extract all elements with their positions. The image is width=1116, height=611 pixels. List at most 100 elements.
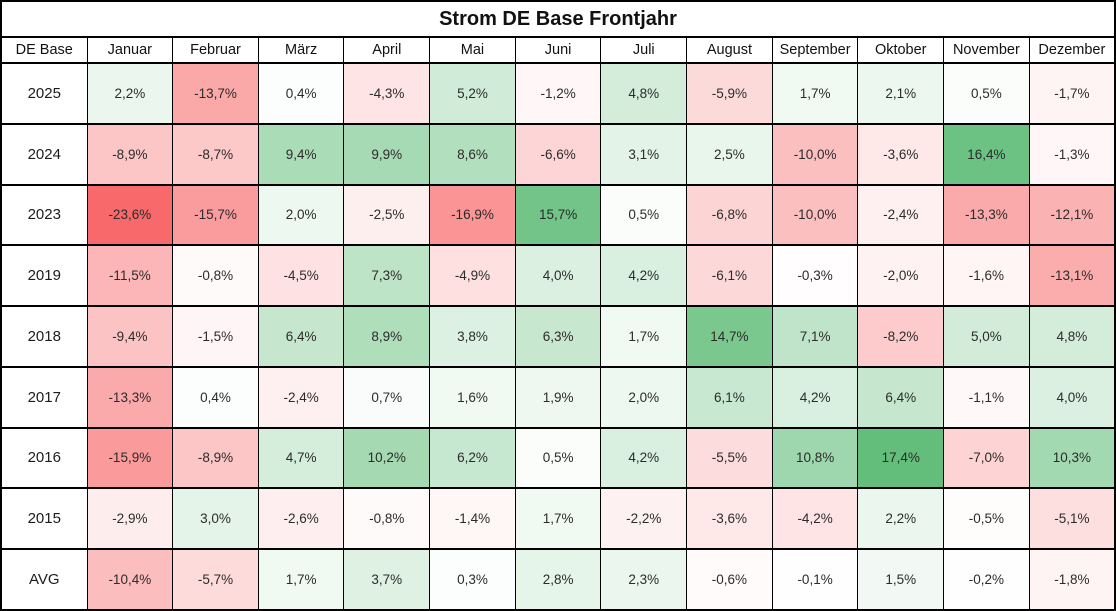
cell-avg-november: -0,2% [943, 548, 1030, 611]
cell-avg-marz: 1,7% [257, 548, 345, 611]
column-header-november: November [943, 36, 1030, 64]
cell-2015-dezember: -5,1% [1028, 487, 1116, 551]
cell-2024-mai: 8,6% [429, 122, 516, 186]
cell-2015-august: -3,6% [686, 487, 773, 551]
cell-2016-april: 10,2% [343, 426, 431, 490]
cell-2025-februar: -13,7% [172, 62, 259, 125]
heatmap-body: 2025 2,2% -13,7% 0,4% -4,3% 5,2% -1,2% 4,8% -5,9… [0, 62, 1116, 611]
cell-2024-dezember: -1,3% [1028, 122, 1116, 186]
cell-2015-mai: -1,4% [429, 487, 516, 551]
cell-2019-mai: -4,9% [429, 244, 516, 308]
cell-2024-april: 9,9% [343, 122, 431, 186]
row-label-2025: 2025 [0, 62, 88, 125]
heatmap-row-2017: 2017 -13,3% 0,4% -2,4% 0,7% 1,6% 1,9% 2,0% 6,1% 4… [0, 365, 1116, 429]
column-header-august: August [686, 36, 773, 64]
cell-2018-april: 8,9% [343, 305, 431, 368]
heatmap-row-2016: 2016 -15,9% -8,9% 4,7% 10,2% 6,2% 0,5% 4,2% -5,5… [0, 426, 1116, 490]
cell-2025-november: 0,5% [943, 62, 1030, 125]
cell-2017-oktober: 6,4% [857, 365, 945, 429]
cell-2018-juni: 6,3% [514, 305, 602, 368]
cell-2024-februar: -8,7% [172, 122, 259, 186]
cell-2015-september: -4,2% [771, 487, 859, 551]
cell-2019-april: 7,3% [343, 244, 431, 308]
cell-2015-juni: 1,7% [514, 487, 602, 551]
cell-2025-juni: -1,2% [514, 62, 602, 125]
cell-2019-februar: -0,8% [172, 244, 259, 308]
cell-2015-april: -0,8% [343, 487, 431, 551]
cell-2016-mai: 6,2% [429, 426, 516, 490]
cell-avg-april: 3,7% [343, 548, 431, 611]
cell-2018-mai: 3,8% [429, 305, 516, 368]
cell-2025-april: -4,3% [343, 62, 431, 125]
row-label-2016: 2016 [0, 426, 88, 490]
column-header-juni: Juni [514, 36, 602, 64]
cell-2023-august: -6,8% [686, 183, 773, 247]
cell-2023-januar: -23,6% [86, 183, 174, 247]
cell-2023-marz: 2,0% [257, 183, 345, 247]
column-header-mai: Mai [429, 36, 516, 64]
cell-2024-marz: 9,4% [257, 122, 345, 186]
cell-2025-mai: 5,2% [429, 62, 516, 125]
cell-2016-august: -5,5% [686, 426, 773, 490]
cell-2025-juli: 4,8% [600, 62, 688, 125]
cell-2018-dezember: 4,8% [1028, 305, 1116, 368]
column-header-april: April [343, 36, 431, 64]
column-header-september: September [771, 36, 859, 64]
cell-2024-september: -10,0% [771, 122, 859, 186]
title-row: Strom DE Base Frontjahr [0, 0, 1116, 38]
chart-title: Strom DE Base Frontjahr [0, 0, 1116, 38]
cell-2025-august: -5,9% [686, 62, 773, 125]
row-label-avg: AVG [0, 548, 88, 611]
column-header-marz: März [257, 36, 345, 64]
cell-2023-dezember: -12,1% [1028, 183, 1116, 247]
cell-2023-oktober: -2,4% [857, 183, 945, 247]
cell-2016-november: -7,0% [943, 426, 1030, 490]
cell-2017-april: 0,7% [343, 365, 431, 429]
column-header-januar: Januar [86, 36, 174, 64]
cell-2023-februar: -15,7% [172, 183, 259, 247]
cell-2019-august: -6,1% [686, 244, 773, 308]
cell-2019-juli: 4,2% [600, 244, 688, 308]
cell-2018-februar: -1,5% [172, 305, 259, 368]
cell-2017-august: 6,1% [686, 365, 773, 429]
heatmap-row-avg: AVG -10,4% -5,7% 1,7% 3,7% 0,3% 2,8% 2,3% -0,6% -… [0, 548, 1116, 611]
cell-2025-marz: 0,4% [257, 62, 345, 125]
cell-2016-januar: -15,9% [86, 426, 174, 490]
corner-label: DE Base [0, 36, 88, 64]
cell-avg-januar: -10,4% [86, 548, 174, 611]
cell-2023-mai: -16,9% [429, 183, 516, 247]
cell-2024-juni: -6,6% [514, 122, 602, 186]
cell-2023-april: -2,5% [343, 183, 431, 247]
cell-2019-september: -0,3% [771, 244, 859, 308]
cell-2015-januar: -2,9% [86, 487, 174, 551]
cell-2025-januar: 2,2% [86, 62, 174, 125]
cell-avg-juli: 2,3% [600, 548, 688, 611]
cell-2017-november: -1,1% [943, 365, 1030, 429]
cell-2025-oktober: 2,1% [857, 62, 945, 125]
cell-2015-februar: 3,0% [172, 487, 259, 551]
cell-2016-juli: 4,2% [600, 426, 688, 490]
cell-2017-februar: 0,4% [172, 365, 259, 429]
cell-2017-januar: -13,3% [86, 365, 174, 429]
cell-2019-oktober: -2,0% [857, 244, 945, 308]
cell-2016-dezember: 10,3% [1028, 426, 1116, 490]
cell-2024-oktober: -3,6% [857, 122, 945, 186]
header-row: DE Base Januar Februar März April Mai Juni Jul… [0, 36, 1116, 64]
row-label-2024: 2024 [0, 122, 88, 186]
cell-2015-oktober: 2,2% [857, 487, 945, 551]
row-label-2023: 2023 [0, 183, 88, 247]
cell-2024-november: 16,4% [943, 122, 1030, 186]
cell-2018-juli: 1,7% [600, 305, 688, 368]
cell-2019-juni: 4,0% [514, 244, 602, 308]
cell-avg-juni: 2,8% [514, 548, 602, 611]
cell-2023-november: -13,3% [943, 183, 1030, 247]
cell-2015-juli: -2,2% [600, 487, 688, 551]
cell-2016-juni: 0,5% [514, 426, 602, 490]
heatmap-row-2024: 2024 -8,9% -8,7% 9,4% 9,9% 8,6% -6,6% 3,1% 2,5% -… [0, 122, 1116, 186]
heatmap-row-2015: 2015 -2,9% 3,0% -2,6% -0,8% -1,4% 1,7% -2,2% -3,… [0, 487, 1116, 551]
cell-2019-januar: -11,5% [86, 244, 174, 308]
cell-2016-marz: 4,7% [257, 426, 345, 490]
cell-2018-november: 5,0% [943, 305, 1030, 368]
